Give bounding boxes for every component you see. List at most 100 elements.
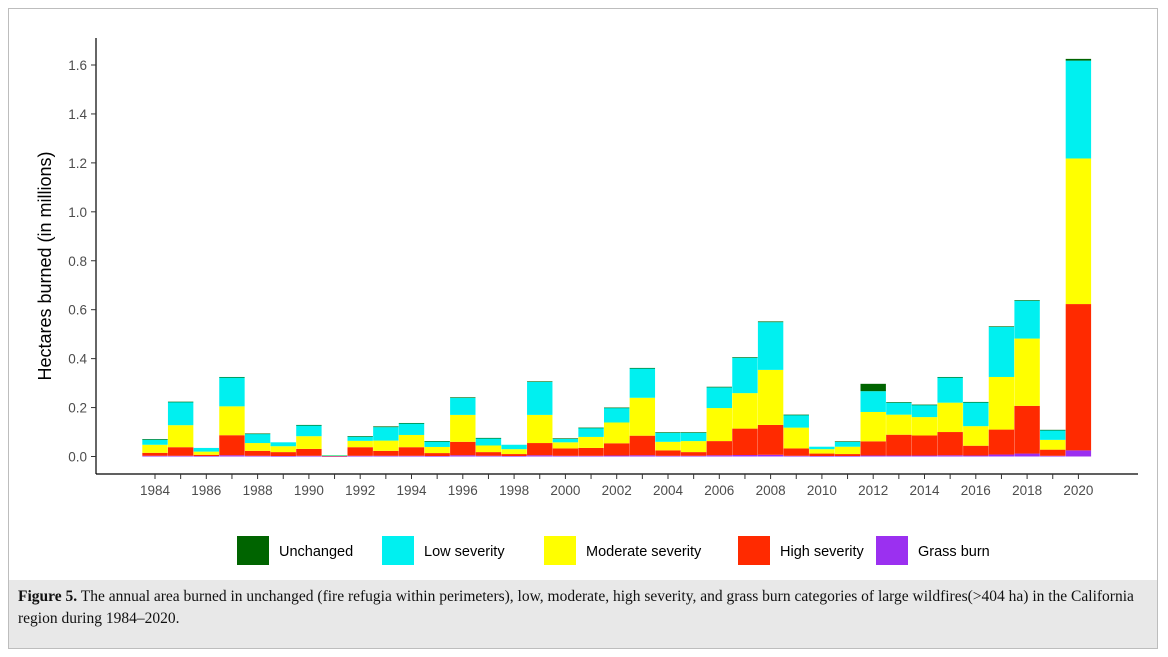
bar-segment-grass-burn-2003 <box>629 455 656 457</box>
bar-segment-high-severity-2006 <box>706 441 732 456</box>
bar-segment-unchanged-2015 <box>937 376 963 378</box>
bar-segment-unchanged-1990 <box>296 424 322 426</box>
x-tick-label: 2012 <box>858 483 888 498</box>
bar-segment-low-severity-1989 <box>270 442 296 447</box>
bar-segment-grass-burn-1994 <box>398 455 425 457</box>
bar-segment-grass-burn-1987 <box>219 455 245 457</box>
bar-segment-grass-burn-2000 <box>552 455 579 457</box>
x-tick-label: 2004 <box>653 483 684 498</box>
bar-segment-moderate-severity-1999 <box>527 414 553 444</box>
bar-segment-low-severity-1990 <box>296 425 322 437</box>
bar-segment-grass-burn-1984 <box>142 455 168 457</box>
bar-segment-high-severity-2013 <box>886 434 912 456</box>
legend-swatch-unchanged <box>237 536 269 565</box>
bar-segment-high-severity-2015 <box>937 432 963 456</box>
bar-segment-grass-burn-1990 <box>296 455 322 457</box>
bar-segment-low-severity-2007 <box>732 357 758 394</box>
bar-segment-moderate-severity-2020 <box>1065 158 1092 305</box>
bar-segment-low-severity-2017 <box>988 326 1015 377</box>
bar-segment-high-severity-2020 <box>1065 304 1092 451</box>
bar-segment-unchanged-1988 <box>244 433 271 435</box>
bar-segment-high-severity-2000 <box>552 448 579 456</box>
bar-segment-high-severity-2003 <box>629 435 656 456</box>
bar-segment-grass-burn-2016 <box>963 455 989 457</box>
bar-segment-unchanged-2007 <box>732 357 758 358</box>
legend-swatch-moderate-severity <box>544 536 576 565</box>
bar-segment-high-severity-2017 <box>988 429 1015 455</box>
bar-segment-moderate-severity-1990 <box>296 436 322 449</box>
caption-label: Figure 5. <box>18 588 78 605</box>
x-tick-label: 1988 <box>243 483 273 498</box>
bar-segment-moderate-severity-2006 <box>706 408 732 442</box>
bar-segment-moderate-severity-2009 <box>783 427 809 449</box>
bar-segment-grass-burn-2001 <box>578 455 604 457</box>
bar-segment-high-severity-1991 <box>321 455 348 457</box>
bar-segment-grass-burn-1999 <box>527 455 553 457</box>
bar-segment-grass-burn-2017 <box>988 454 1015 457</box>
stacked-bar-chart: 0.0 0.2 0.4 0.6 0.8 1.0 1.2 1.4 1.6 1984 1986 1988… <box>35 38 1138 565</box>
x-tick-label: 2000 <box>550 483 580 498</box>
x-tick-label: 1984 <box>140 483 171 498</box>
bar-segment-grass-burn-2004 <box>655 455 681 457</box>
bar-segment-high-severity-2012 <box>860 441 886 456</box>
bar-segment-grass-burn-2013 <box>886 455 912 457</box>
bar-segment-unchanged-2019 <box>1040 429 1066 431</box>
x-tick-label: 2010 <box>807 483 837 498</box>
bar-segment-unchanged-2002 <box>604 407 630 409</box>
bar-segment-moderate-severity-2004 <box>655 441 681 451</box>
figure-frame <box>8 8 1158 649</box>
bar-segment-low-severity-1998 <box>501 444 527 450</box>
bar-segment-grass-burn-1988 <box>244 455 271 457</box>
x-tick-label: 2002 <box>602 483 632 498</box>
bar-segment-grass-burn-2005 <box>680 455 707 457</box>
y-axis-title: Hectares burned (in millions) <box>35 151 55 380</box>
bar-segment-low-severity-2005 <box>680 432 707 442</box>
legend-label-low-severity: Low severity <box>424 544 505 560</box>
bar-segment-high-severity-1999 <box>527 443 553 456</box>
bar-segment-high-severity-2002 <box>604 443 630 456</box>
bar-segment-grass-burn-1996 <box>450 455 476 457</box>
bar-segment-low-severity-2003 <box>629 368 656 398</box>
legend-swatch-low-severity <box>382 536 414 565</box>
bar-segment-moderate-severity-1986 <box>193 451 219 455</box>
bar-segment-high-severity-1992 <box>347 447 373 456</box>
bar-segment-low-severity-2010 <box>809 446 835 450</box>
bar-segment-moderate-severity-2000 <box>552 442 579 449</box>
bar-segment-unchanged-2005 <box>680 432 707 433</box>
bars-group <box>142 58 1092 457</box>
bar-segment-moderate-severity-2019 <box>1040 439 1066 450</box>
bar-segment-low-severity-2001 <box>578 427 604 437</box>
bar-segment-low-severity-1995 <box>424 441 450 447</box>
bar-segment-moderate-severity-2002 <box>604 422 630 444</box>
x-tick-label: 1998 <box>499 483 529 498</box>
bar-segment-low-severity-1986 <box>193 447 219 452</box>
bar-segment-grass-burn-2006 <box>706 455 732 457</box>
bar-segment-unchanged-2018 <box>1014 300 1040 301</box>
bar-segment-low-severity-2020 <box>1065 60 1092 159</box>
bar-segment-moderate-severity-1992 <box>347 440 373 448</box>
bar-segment-grass-burn-1997 <box>475 455 502 457</box>
y-tick-label: 0.6 <box>68 303 87 318</box>
x-tick-label: 2018 <box>1012 483 1042 498</box>
bar-segment-low-severity-1997 <box>475 438 502 446</box>
bar-segment-grass-burn-2002 <box>604 455 630 457</box>
bar-segment-high-severity-2011 <box>834 454 861 457</box>
bar-segment-moderate-severity-1997 <box>475 445 502 453</box>
bar-segment-moderate-severity-1989 <box>270 446 296 453</box>
bar-segment-high-severity-1984 <box>142 452 168 456</box>
bar-segment-low-severity-2011 <box>834 441 861 447</box>
bar-segment-low-severity-2002 <box>604 407 630 423</box>
bar-segment-moderate-severity-1995 <box>424 446 450 454</box>
bar-segment-moderate-severity-1993 <box>373 440 399 451</box>
caption-text: The annual area burned in unchanged (fir… <box>18 588 1134 627</box>
bar-segment-unchanged-1987 <box>219 376 245 378</box>
bar-segment-unchanged-2003 <box>629 367 656 369</box>
x-tick-label: 1994 <box>396 483 427 498</box>
legend-swatch-grass-burn <box>876 536 908 565</box>
x-tick-label: 1986 <box>191 483 221 498</box>
bar-segment-moderate-severity-2015 <box>937 402 963 433</box>
bar-segment-unchanged-1992 <box>347 436 373 437</box>
bar-segment-high-severity-2007 <box>732 428 758 456</box>
bar-segment-grass-burn-2007 <box>732 455 758 457</box>
bar-segment-unchanged-1984 <box>142 439 168 440</box>
